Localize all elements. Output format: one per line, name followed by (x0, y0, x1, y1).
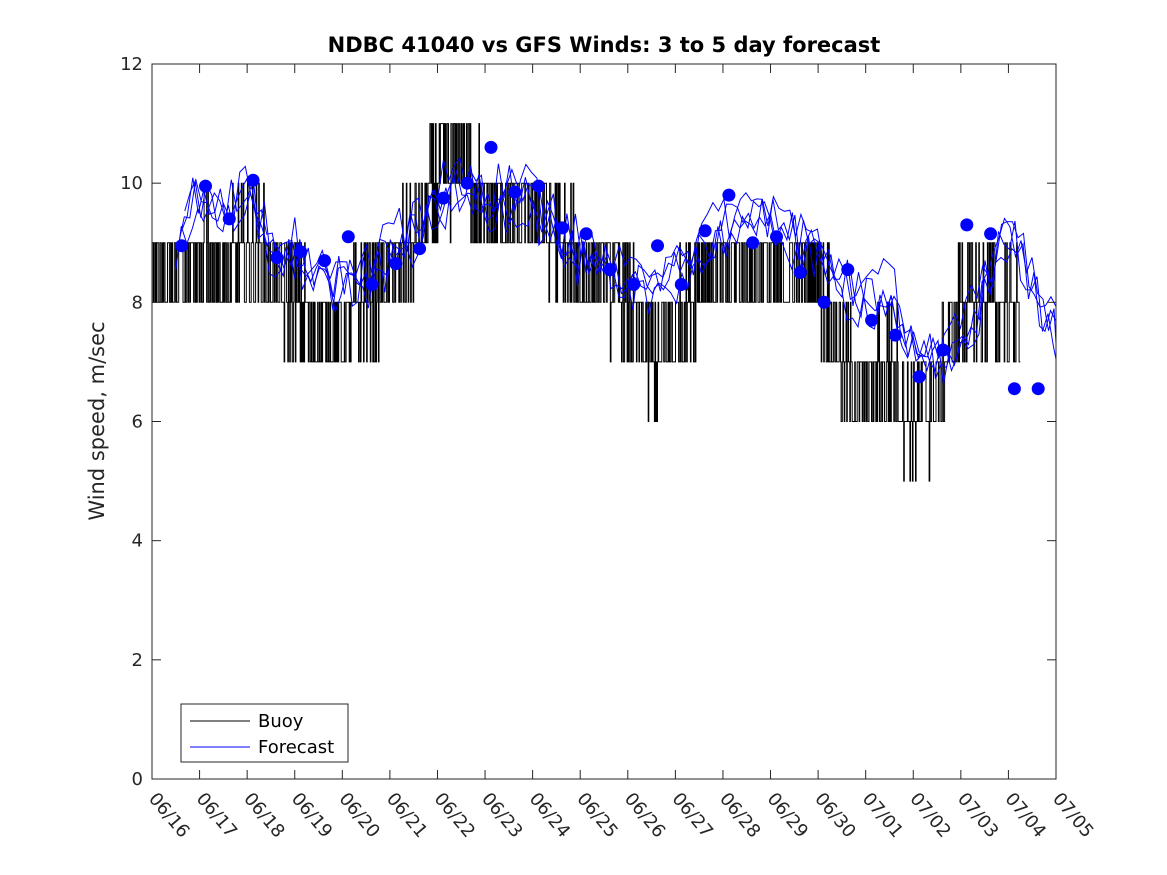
forecast-marker (1031, 382, 1045, 396)
forecast-marker (246, 173, 260, 187)
forecast-marker (294, 245, 308, 259)
forecast-marker (175, 239, 189, 253)
forecast-marker (1007, 382, 1021, 396)
forecast-marker (817, 295, 831, 309)
forecast-marker (698, 224, 712, 238)
forecast-marker (484, 140, 498, 154)
forecast-series (175, 156, 1057, 385)
forecast-marker (793, 266, 807, 279)
legend: Buoy Forecast (180, 703, 349, 763)
forecast-marker (770, 230, 783, 244)
forecast-marker (532, 179, 546, 193)
forecast-marker (746, 236, 760, 250)
forecast-marker (199, 179, 212, 193)
y-tick-label: 8 (132, 292, 143, 313)
forecast-marker (603, 263, 617, 277)
forecast-marker (413, 242, 427, 256)
forecast-marker (960, 218, 974, 232)
legend-buoy-label: Buoy (258, 711, 304, 732)
forecast-marker (841, 263, 855, 277)
forecast-marker (365, 278, 379, 291)
forecast-marker (936, 343, 950, 357)
y-tick-label: 2 (132, 650, 143, 671)
forecast-marker (888, 328, 902, 342)
forecast-marker (222, 212, 236, 226)
forecast-line (184, 156, 1057, 359)
y-tick-label: 10 (120, 173, 143, 194)
forecast-marker (674, 278, 688, 291)
forecast-markers (175, 140, 1045, 396)
y-axis-label: Wind speed, m/sec (85, 321, 109, 520)
forecast-marker (270, 251, 284, 265)
forecast-marker (579, 227, 593, 241)
y-tick-label: 4 (132, 531, 143, 552)
forecast-marker (627, 278, 641, 291)
forecast-marker (341, 230, 355, 244)
forecast-marker (436, 191, 450, 205)
forecast-marker (555, 221, 569, 235)
forecast-marker (912, 370, 926, 384)
forecast-line (178, 169, 1057, 385)
legend-box (180, 703, 349, 763)
forecast-marker (651, 239, 664, 253)
forecast-marker (460, 176, 474, 190)
forecast-marker (865, 313, 879, 327)
forecast-marker (508, 185, 522, 199)
chart-title: NDBC 41040 vs GFS Winds: 3 to 5 day fore… (328, 33, 881, 57)
forecast-marker (389, 257, 403, 271)
y-tick-label: 12 (120, 54, 143, 75)
forecast-marker (722, 188, 736, 202)
y-axis-ticks: 0 2 4 6 8 10 12 (120, 54, 1056, 790)
forecast-marker (984, 227, 998, 241)
forecast-marker (318, 254, 331, 268)
y-tick-label: 0 (132, 769, 143, 790)
y-tick-label: 6 (132, 412, 143, 433)
legend-forecast-label: Forecast (258, 737, 334, 758)
